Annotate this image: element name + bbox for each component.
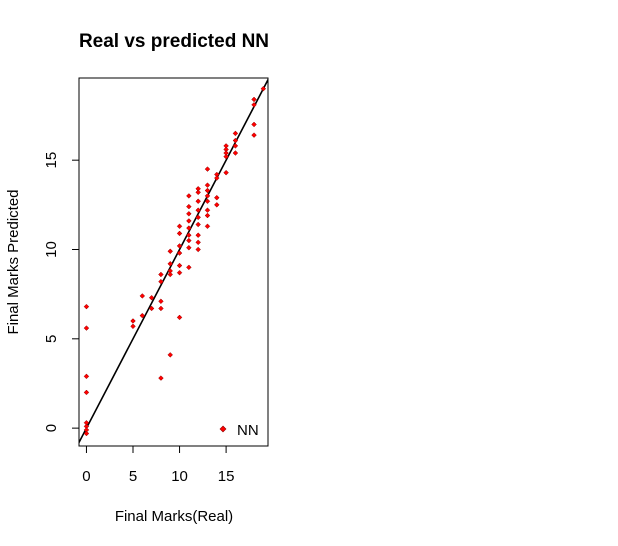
x-tick-label: 10 <box>171 468 188 485</box>
data-point <box>167 352 173 358</box>
chart-title: Real vs predicted NN <box>79 31 269 52</box>
data-point <box>186 237 192 244</box>
data-point <box>195 207 201 213</box>
data-point <box>260 85 267 92</box>
data-point <box>83 303 90 310</box>
data-point <box>176 230 183 237</box>
data-point <box>158 375 164 381</box>
data-point <box>148 305 155 312</box>
data-point <box>251 121 257 128</box>
data-point <box>223 169 229 176</box>
data-point <box>130 318 136 324</box>
data-point <box>195 246 201 253</box>
data-point <box>186 225 192 231</box>
y-tick-label: 0 <box>43 424 60 432</box>
identity-reference-line <box>79 78 268 445</box>
data-point <box>186 244 192 251</box>
data-point <box>167 248 173 255</box>
data-point <box>195 189 201 196</box>
y-axis: 0 5 10 15 <box>43 152 80 432</box>
x-axis: 0 5 10 15 <box>82 445 235 485</box>
data-point <box>83 430 90 437</box>
data-point <box>148 294 155 301</box>
x-tick-label: 15 <box>218 468 235 485</box>
data-point <box>158 271 164 278</box>
data-point <box>251 132 257 138</box>
data-point <box>158 278 164 285</box>
data-point <box>204 187 211 194</box>
data-point <box>214 194 220 201</box>
y-tick-label: 5 <box>43 335 60 343</box>
data-point <box>204 212 211 219</box>
data-point <box>204 198 211 205</box>
legend-label-nn: NN <box>237 422 259 439</box>
data-point <box>176 250 183 256</box>
data-point <box>204 207 211 213</box>
data-point <box>83 325 90 331</box>
plot-area <box>79 78 268 445</box>
data-point <box>176 314 183 321</box>
data-point <box>195 239 201 246</box>
y-axis-label: Final Marks Predicted <box>5 189 22 334</box>
data-point <box>186 203 192 210</box>
data-point <box>251 102 257 108</box>
data-point <box>214 202 220 208</box>
data-point <box>176 269 183 276</box>
data-point <box>186 193 192 199</box>
data-point <box>158 298 164 305</box>
data-point <box>176 243 183 249</box>
data-point <box>195 198 201 205</box>
data-point <box>232 143 239 149</box>
data-point <box>195 221 201 228</box>
data-point <box>176 223 183 230</box>
data-point <box>232 130 239 137</box>
data-point <box>186 218 192 224</box>
data-point <box>232 150 239 156</box>
data-point <box>167 271 173 278</box>
data-point <box>251 96 257 103</box>
data-point <box>204 166 211 172</box>
data-points <box>83 85 267 437</box>
data-point <box>186 232 192 238</box>
data-point <box>204 182 211 188</box>
x-axis-label: Final Marks(Real) <box>115 508 233 525</box>
x-tick-label: 0 <box>82 468 90 485</box>
data-point <box>158 305 164 312</box>
data-point <box>195 232 201 238</box>
data-point <box>214 175 220 181</box>
data-point <box>83 389 90 396</box>
data-point <box>223 153 229 160</box>
data-point <box>176 262 183 269</box>
data-point <box>139 293 146 299</box>
data-point <box>167 261 173 267</box>
legend: NN <box>219 422 259 439</box>
data-point <box>83 373 90 380</box>
data-point <box>186 211 192 217</box>
y-tick-label: 10 <box>43 241 60 258</box>
x-tick-label: 5 <box>129 468 137 485</box>
data-point <box>195 214 201 221</box>
data-point <box>186 264 192 271</box>
data-point <box>130 323 136 330</box>
data-point <box>204 223 211 230</box>
legend-marker-diamond <box>219 425 227 433</box>
y-tick-label: 15 <box>43 152 60 169</box>
data-point <box>232 137 239 144</box>
data-point <box>204 193 211 199</box>
data-point <box>139 312 146 319</box>
